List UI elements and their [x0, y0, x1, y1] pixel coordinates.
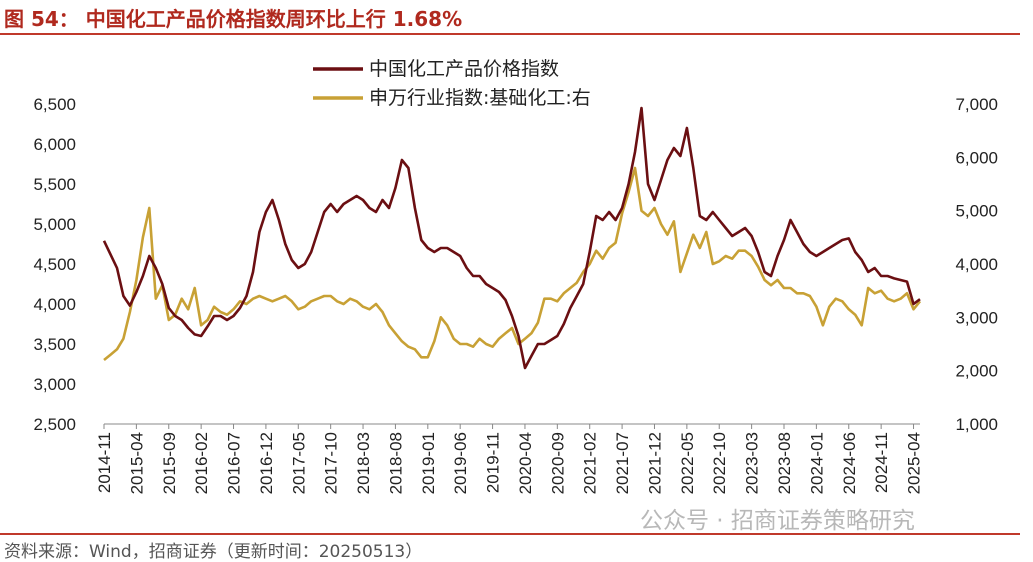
x-tick-label: 2017-05	[289, 432, 308, 494]
x-tick-label: 2017-10	[322, 432, 341, 494]
x-tick-label: 2022-10	[710, 432, 729, 494]
x-tick-label: 2024-01	[807, 432, 826, 494]
legend-label-price-index: 中国化工产品价格指数	[369, 58, 559, 80]
y-right-tick-label: 4,000	[955, 255, 998, 274]
x-tick-label: 2014-11	[95, 432, 114, 493]
x-tick-label: 2016-07	[225, 432, 244, 494]
legend-label-sw-index: 申万行业指数:基础化工:右	[369, 87, 591, 109]
y-right-tick-label: 2,000	[955, 362, 998, 381]
y-left-tick-label: 5,000	[33, 215, 76, 234]
watermark: 公众号 · 招商证券策略研究	[640, 508, 915, 534]
y-left-tick-label: 2,500	[33, 415, 76, 434]
legend: 中国化工产品价格指数 申万行业指数:基础化工:右	[313, 58, 591, 109]
y-left-tick-label: 6,000	[33, 135, 76, 154]
x-tick-label: 2021-07	[613, 432, 632, 494]
figure-title: 图 54： 中国化工产品价格指数周环比上行 1.68%	[4, 7, 463, 31]
y-right-tick-label: 7,000	[955, 95, 998, 114]
y-left-tick-label: 5,500	[33, 175, 76, 194]
title-divider	[0, 33, 1020, 35]
x-tick-label: 2022-05	[678, 432, 697, 494]
x-tick-label: 2020-09	[548, 432, 567, 494]
y-left-tick-label: 4,500	[33, 255, 76, 274]
y-right-tick-label: 1,000	[955, 415, 998, 434]
y-right-tick-label: 6,000	[955, 148, 998, 167]
left-axis: 2,500 3,000 3,500 4,000 4,500 5,000 5,500 6,000…	[33, 95, 76, 434]
x-axis: 2014-11 2015-04 2015-09 2016-02 2016-07 2016-…	[95, 423, 924, 494]
x-tick-label: 2024-06	[840, 432, 859, 494]
x-tick-label: 2025-04	[905, 432, 924, 494]
x-tick-label: 2019-11	[484, 432, 503, 493]
y-left-tick-label: 6,500	[33, 95, 76, 114]
x-tick-label: 2016-12	[257, 432, 276, 494]
x-tick-label: 2021-12	[645, 432, 664, 494]
series-layer	[102, 106, 922, 370]
x-tick-label: 2023-03	[743, 432, 762, 494]
x-tick-label: 2019-01	[419, 432, 438, 494]
x-tick-label: 2021-02	[581, 432, 600, 494]
y-left-tick-label: 3,500	[33, 335, 76, 354]
x-tick-label: 2018-03	[354, 432, 373, 494]
x-tick-label: 2024-11	[872, 432, 891, 493]
footer-divider	[0, 533, 1020, 535]
x-tick-label: 2016-02	[192, 432, 211, 494]
x-tick-label: 2015-04	[127, 432, 146, 494]
y-left-tick-label: 3,000	[33, 375, 76, 394]
series-line-sw-index	[103, 166, 922, 362]
x-tick-label: 2019-06	[451, 432, 470, 494]
y-left-tick-label: 4,000	[33, 295, 76, 314]
y-right-tick-label: 5,000	[955, 202, 998, 221]
x-tick-label: 2015-09	[160, 432, 179, 494]
x-tick-label: 2018-08	[386, 432, 405, 494]
series-line-price-index	[102, 106, 921, 370]
right-axis: 1,000 2,000 3,000 4,000 5,000 6,000 7,000	[955, 95, 998, 434]
x-tick-label: 2020-04	[516, 432, 535, 494]
x-tick-label: 2023-08	[775, 432, 794, 494]
y-right-tick-label: 3,000	[955, 308, 998, 327]
chart: 2,500 3,000 3,500 4,000 4,500 5,000 5,500 6,000…	[33, 58, 998, 494]
source-note: 资料来源：Wind，招商证券（更新时间：20250513）	[4, 542, 423, 562]
